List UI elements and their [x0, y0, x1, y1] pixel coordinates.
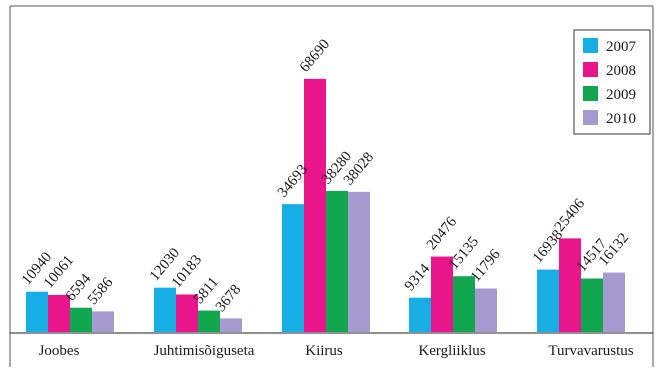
bar-2008-2: [304, 78, 326, 332]
bar-2010-4: [603, 272, 625, 332]
legend-label-2009: 2009: [606, 87, 636, 103]
bar-2007-2: [282, 204, 304, 332]
legend: 2007 2008 2009 2010: [573, 29, 651, 135]
bar-2007-0: [26, 291, 48, 332]
x-tick-label: Joobes: [39, 343, 80, 359]
data-label: 25406: [552, 196, 589, 235]
bar-2010-2: [348, 191, 370, 332]
bar-2007-4: [537, 269, 559, 332]
data-label: 9314: [402, 261, 434, 295]
bar-2008-1: [176, 294, 198, 332]
plot-frame: [9, 5, 654, 367]
legend-swatch-2008: [583, 62, 598, 77]
x-tick-labels: Joobes Juhtimisõiguseta Kiirus Kergliiklus T…: [39, 343, 634, 359]
bar-2009-2: [326, 190, 348, 332]
x-tick-label: Juhtimisõiguseta: [154, 343, 255, 359]
bar-2009-3: [453, 276, 475, 332]
legend-label-2008: 2008: [606, 63, 636, 79]
legend-swatch-2009: [583, 86, 598, 101]
legend-swatch-2010: [583, 110, 598, 125]
bar-2008-3: [431, 256, 453, 332]
x-tick-label: Kiirus: [305, 343, 343, 359]
bar-2009-0: [70, 307, 92, 332]
bar-2008-0: [48, 294, 70, 332]
bar-2009-1: [198, 310, 220, 332]
legend-swatch-2007: [583, 38, 598, 53]
bar-2007-1: [154, 287, 176, 332]
data-label: 68690: [297, 36, 333, 75]
x-tick-label: Turvavarustus: [548, 343, 633, 359]
legend-label-2010: 2010: [606, 111, 636, 127]
bar-2010-0: [92, 311, 114, 332]
bar-2010-1: [220, 318, 242, 332]
bar-2008-4: [559, 238, 581, 332]
bar-2010-3: [475, 288, 497, 332]
bar-2007-3: [409, 297, 431, 332]
legend-label-2007: 2007: [606, 39, 637, 55]
bar-group: [26, 78, 625, 332]
data-label: 20476: [424, 214, 461, 253]
x-tick-label: Kergliiklus: [418, 343, 485, 359]
bar-2009-4: [581, 278, 603, 332]
